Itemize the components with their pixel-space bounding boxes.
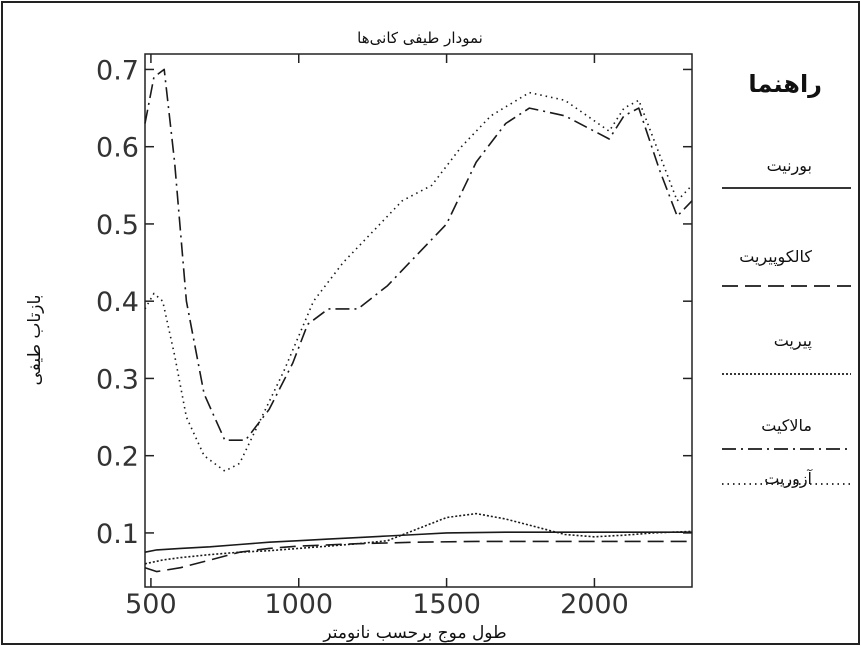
x-tick-label: 2000 xyxy=(560,589,629,620)
series-line xyxy=(144,531,692,553)
legend-label: کالکوپیریت xyxy=(739,247,812,267)
y-tick-label: 0.2 xyxy=(96,442,139,473)
legend-label: آزوریت xyxy=(764,469,813,489)
legend-label: بورنیت xyxy=(767,156,812,176)
x-tick-label: 500 xyxy=(125,589,177,620)
axis-ticks: 0.1 0.2 0.3 0.4 0.5 0.6 0.7 500 1000 1500 2000 xyxy=(96,54,692,620)
legend-label: مالاکیت xyxy=(761,416,812,435)
x-tick-label: 1500 xyxy=(412,589,481,620)
y-tick-label: 0.4 xyxy=(96,287,139,318)
y-tick-label: 0.1 xyxy=(96,519,139,550)
legend-title: راهنما xyxy=(748,70,822,98)
series-line xyxy=(144,512,693,565)
y-tick-label: 0.3 xyxy=(96,364,139,395)
series-line xyxy=(144,68,693,442)
x-tick-label: 1000 xyxy=(264,589,333,620)
y-tick-label: 0.6 xyxy=(96,133,139,164)
y-axis-label: بازتاب طیفی xyxy=(25,295,45,386)
y-tick-label: 0.7 xyxy=(96,55,139,86)
y-tick-label: 0.5 xyxy=(96,210,139,241)
series-lines xyxy=(144,68,693,573)
x-axis-label: طول موج برحسب نانومتر xyxy=(322,623,506,643)
legend-items: بورنیت کالکوپیریت پیریت مالاکیت آزوریت xyxy=(722,156,851,489)
chart-title: نمودار طیفی کانی‌ها xyxy=(357,29,483,47)
legend: راهنما بورنیت کالکوپیریت پیریت مالاکیت آزوری… xyxy=(722,70,851,489)
series-line xyxy=(144,540,692,573)
plot-area xyxy=(144,53,693,588)
legend-label: پیریت xyxy=(774,331,812,351)
